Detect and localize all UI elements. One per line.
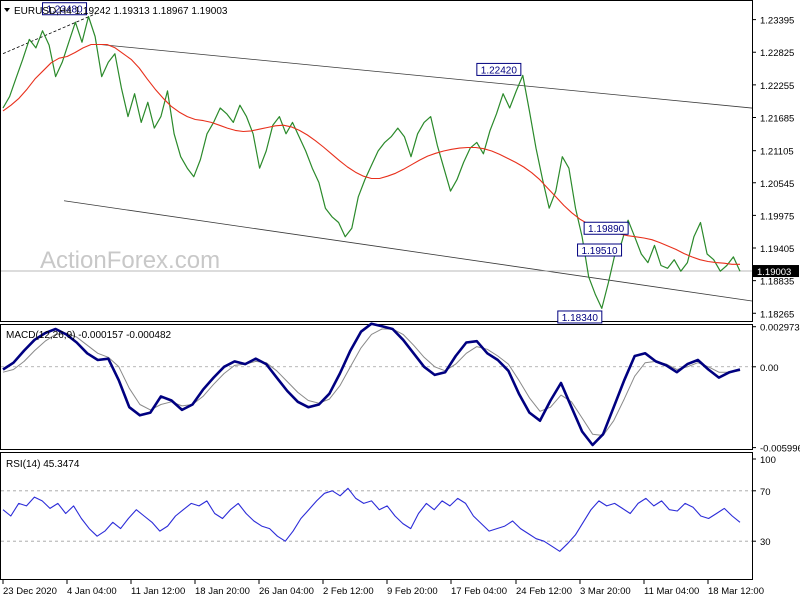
macd-series: [1, 322, 752, 447]
y-tick-label: 1.22825: [760, 48, 794, 59]
rsi-header-text: RSI(14) 45.3474: [6, 459, 80, 470]
price-label-3: 1.19890: [583, 221, 629, 235]
macd-tick-label: 0.002973: [760, 323, 800, 334]
dashed-trend-line: [2, 13, 97, 55]
y-tick-label: 1.22255: [760, 81, 794, 92]
channel-lower-line: [63, 200, 753, 302]
price-label-box: [577, 243, 623, 257]
x-tick-label: 24 Feb 12:00: [516, 586, 572, 597]
price-label-text: 1.23480: [46, 5, 83, 16]
y-tick-label: 1.18265: [760, 309, 794, 320]
x-tick-label: 18 Mar 12:00: [708, 586, 764, 597]
x-tick-label: 23 Dec 2020: [3, 586, 57, 597]
main-panel-frame: [0, 0, 753, 322]
price-label-text: 1.22420: [481, 65, 518, 76]
price-label-4: 1.18340: [557, 310, 603, 324]
y-tick-label: 1.19975: [760, 211, 794, 222]
current-price-label: 1.19003: [757, 267, 791, 278]
y-tick-label: 1.23395: [760, 16, 794, 27]
rsi-series: [1, 487, 752, 552]
macd-line: [2, 322, 741, 447]
x-tick-label: 4 Jan 04:00: [67, 586, 117, 597]
main-y-axis: 1.18265 1.18835 1.19405 1.19975 1.20545 1.211…: [752, 16, 799, 320]
x-tick-label: 18 Jan 20:00: [195, 586, 250, 597]
current-price-marker: [753, 265, 799, 278]
price-label-text: 1.19890: [588, 224, 625, 235]
rsi-panel-frame: [0, 452, 753, 580]
rsi-tick-label: 30: [760, 537, 771, 548]
price-label-box: [583, 221, 629, 235]
price-label-text: 1.19510: [581, 246, 618, 257]
main-price-labels: 1.23480 1.22420 1.19510 1.19890 1.18340: [42, 2, 629, 324]
x-tick-label: 2 Feb 12:00: [323, 586, 374, 597]
x-tick-label: 9 Feb 20:00: [387, 586, 438, 597]
main-reference-lines: [1, 13, 753, 302]
collapse-triangle-icon: [4, 8, 10, 12]
x-tick-label: 17 Feb 04:00: [451, 586, 507, 597]
y-tick-label: 1.21685: [760, 113, 794, 124]
macd-header-text: MACD(12,26,9) -0.000157 -0.000482: [6, 330, 172, 341]
rsi-y-axis: 100 70 30: [752, 455, 776, 548]
channel-upper-line: [99, 44, 753, 109]
y-tick-label: 1.21105: [760, 147, 794, 158]
y-tick-label: 1.20545: [760, 179, 794, 190]
macd-panel-frame: [0, 324, 753, 450]
macd-y-axis: 0.002973 0.00 -0.005996: [752, 323, 800, 455]
macd-tick-label: -0.005996: [760, 444, 800, 455]
main-header-text: EURUSD,H4 1.19242 1.19313 1.18967 1.1900…: [14, 6, 228, 17]
price-label-1: 1.22420: [476, 62, 522, 76]
rsi-tick-label: 100: [760, 455, 776, 466]
price-label-0: 1.23480: [42, 2, 88, 16]
rsi-line: [2, 487, 741, 552]
y-tick-label: 1.19405: [760, 244, 794, 255]
x-tick-label: 26 Jan 04:00: [259, 586, 314, 597]
price-label-box: [557, 310, 603, 324]
macd-signal-line: [2, 328, 741, 436]
price-label-box: [42, 2, 88, 16]
x-axis: 23 Dec 2020 4 Jan 04:00 11 Jan 12:00 18 Jan…: [2, 580, 764, 597]
price-label-2: 1.19510: [577, 243, 623, 257]
main-header: EURUSD,H4 1.19242 1.19313 1.18967 1.1900…: [4, 6, 228, 17]
rsi-tick-label: 70: [760, 487, 771, 498]
price-label-text: 1.18340: [562, 313, 599, 324]
x-tick-label: 3 Mar 20:00: [580, 586, 631, 597]
x-tick-label: 11 Jan 12:00: [131, 586, 185, 597]
macd-tick-label: 0.00: [760, 363, 779, 374]
y-tick-label: 1.18835: [760, 277, 794, 288]
x-tick-label: 11 Mar 04:00: [644, 586, 699, 597]
price-label-box: [476, 62, 522, 76]
watermark: ActionForex.com: [40, 247, 220, 274]
